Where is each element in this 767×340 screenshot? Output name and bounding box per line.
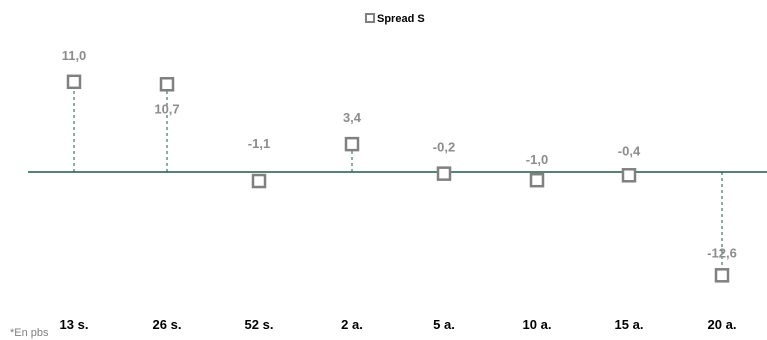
x-axis-tick-labels: 13 s. 26 s. 52 s. 2 a. 5 a. 10 a. 15 a. 20 a. [60, 317, 737, 332]
data-label: -0,2 [433, 140, 455, 155]
data-label: -0,4 [618, 143, 641, 158]
data-point-marker [714, 268, 730, 283]
data-point-marker [344, 136, 360, 152]
data-label: -1,1 [248, 136, 270, 151]
data-label: 3,4 [343, 110, 362, 125]
data-point-marker [436, 166, 452, 181]
data-point-marker [251, 173, 267, 189]
legend-marker [365, 13, 375, 23]
x-tick-label: 15 a. [615, 317, 644, 332]
x-tick-label: 10 a. [523, 317, 552, 332]
legend-label: Spread S [377, 13, 425, 25]
x-tick-label: 20 a. [708, 317, 737, 332]
x-tick-label: 26 s. [153, 317, 182, 332]
data-label: -12,6 [707, 245, 737, 260]
footnote: *En pbs [10, 327, 49, 339]
data-point-marker [66, 74, 82, 90]
x-tick-label: 2 a. [341, 317, 363, 332]
x-tick-label: 52 s. [245, 317, 274, 332]
data-point-marker [159, 77, 175, 92]
x-tick-label: 13 s. [60, 317, 89, 332]
data-point-marker [529, 172, 545, 188]
markers [66, 74, 730, 283]
drop-lines [73, 81, 723, 276]
x-tick-label: 5 a. [433, 317, 455, 332]
data-labels: 11,0 10,7 -1,1 3,4 -0,2 -1,0 -0,4 -12,6 [62, 48, 737, 261]
data-label: 11,0 [62, 48, 87, 63]
data-point-marker [621, 168, 637, 183]
legend: Spread S [365, 13, 425, 25]
data-label: 10,7 [154, 101, 179, 116]
data-label: -1,0 [526, 152, 548, 167]
